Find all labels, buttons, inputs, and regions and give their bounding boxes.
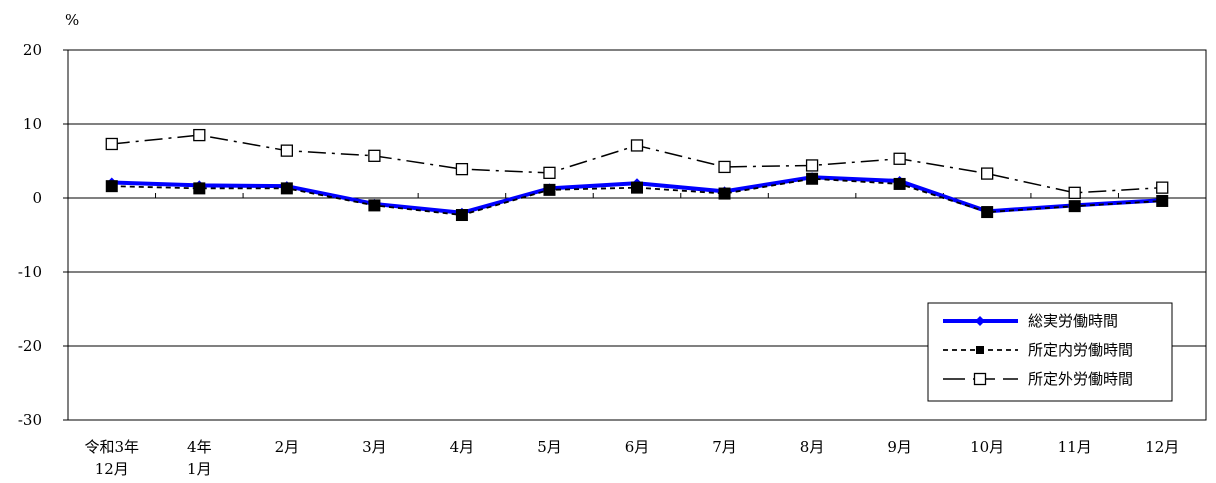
x-tick-label-4-0: 4月: [450, 438, 475, 456]
series-2-point-7: [718, 160, 731, 174]
x-tick-label-3-0: 3月: [362, 438, 387, 456]
x-tick-label-7-0: 7月: [712, 438, 737, 456]
series-2-point-1: [193, 128, 206, 142]
series-2-point-10: [981, 167, 994, 180]
series-2-point-12: [1156, 181, 1169, 194]
y-tick-label-5: -30: [18, 411, 42, 429]
x-tick-label-8-0: 8月: [800, 438, 825, 456]
x-tick-label-5-0: 5月: [537, 438, 562, 456]
x-tick-label-10-0: 10月: [970, 438, 1004, 456]
series-1-point-8: [806, 172, 819, 185]
series-1-point-2: [280, 182, 293, 195]
legend-label-0: 総実労働時間: [1028, 312, 1118, 330]
y-axis-ticks: 20 10 0 -10 -20 -30: [18, 41, 68, 429]
x-tick-label-9-0: 9月: [887, 438, 912, 456]
x-tick-label-0-0: 令和3年: [84, 438, 139, 456]
x-tick-label-1-1: 1月: [187, 460, 212, 478]
series-2-point-8: [805, 159, 819, 172]
series-2-point-5: [543, 166, 556, 179]
series-1-point-10: [981, 206, 994, 219]
y-tick-label-4: -20: [18, 337, 42, 355]
x-tick-label-0-1: 12月: [95, 460, 129, 478]
series-1-point-0: [105, 180, 118, 193]
y-axis-unit: %: [65, 11, 79, 29]
legend-marker-2: [973, 372, 987, 386]
series-lines: [105, 128, 1169, 222]
series-2-point-3: [368, 149, 381, 162]
legend-marker-1: [976, 346, 984, 354]
series-1-point-11: [1068, 200, 1081, 213]
x-tick-label-2-0: 2月: [275, 438, 300, 456]
plot-area: [67, 49, 1207, 421]
y-tick-label-2: 0: [32, 189, 42, 207]
series-1-point-3: [368, 199, 381, 212]
series-1-point-7: [718, 187, 731, 200]
y-tick-label-3: -10: [18, 263, 42, 281]
legend-marker-0: [975, 316, 985, 326]
series-2-point-9: [893, 152, 906, 165]
x-axis-ticks: 令和3年 12月 4年 1月 2月 3月 4月 5月 6月 7月 8月 9月 10月 11月 12月: [84, 193, 1179, 478]
series-2-point-6: [630, 139, 644, 152]
x-tick-label-11-0: 11月: [1058, 438, 1092, 456]
series-2-point-0: [105, 137, 118, 151]
series-1-point-12: [1156, 194, 1169, 207]
series-2-point-2: [280, 144, 293, 157]
series-1-point-1: [193, 182, 206, 195]
x-tick-label-6-0: 6月: [625, 438, 650, 456]
series-1-point-6: [631, 181, 643, 194]
legend-label-1: 所定内労働時間: [1028, 341, 1133, 359]
legend-label-2: 所定外労働時間: [1028, 370, 1133, 388]
series-2-point-4: [455, 162, 469, 176]
series-1-point-5: [543, 183, 556, 196]
x-tick-label-1-0: 4年: [187, 438, 212, 456]
series-1-point-4: [455, 209, 468, 222]
y-tick-label-1: 10: [23, 115, 42, 133]
x-tick-label-12-0: 12月: [1145, 438, 1179, 456]
y-tick-label-0: 20: [23, 41, 42, 59]
series-2-point-11: [1068, 186, 1081, 199]
series-1-point-9: [893, 177, 906, 190]
